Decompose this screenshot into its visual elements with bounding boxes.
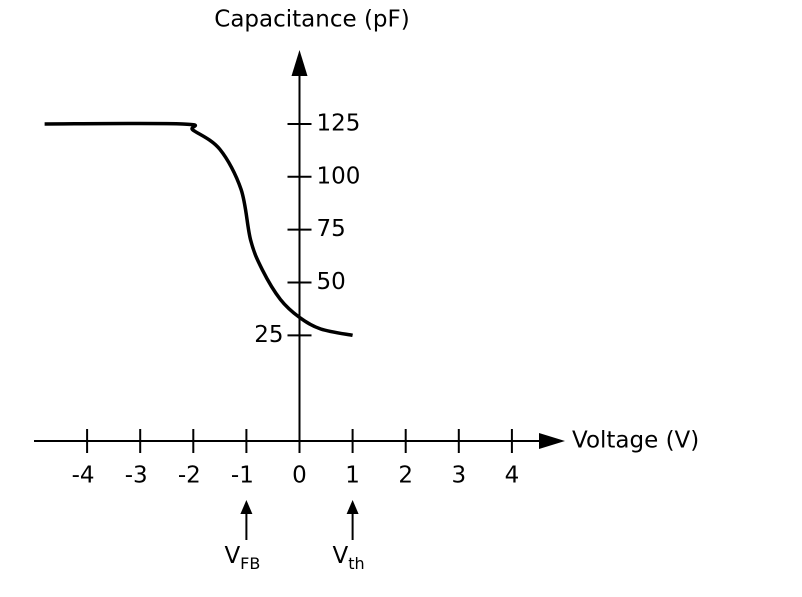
x-tick-label: 0 — [292, 463, 307, 489]
annotation-label: VFB — [224, 543, 260, 573]
annotation-label: Vth — [333, 543, 365, 573]
y-tick-label: 100 — [317, 163, 361, 189]
annotation-arrowhead — [346, 500, 359, 514]
x-tick-label: 1 — [345, 463, 360, 489]
y-axis-label: Capacitance (pF) — [214, 7, 409, 33]
x-tick-label: -2 — [178, 463, 201, 489]
y-tick-label: 25 — [254, 322, 283, 348]
x-tick-label: 3 — [451, 463, 466, 489]
x-tick-label: -4 — [72, 463, 95, 489]
x-tick-label: 4 — [505, 463, 520, 489]
annotation-text: V — [224, 543, 240, 569]
y-tick-label: 75 — [317, 216, 346, 242]
annotation-text: V — [333, 543, 349, 569]
annotation-subscript: th — [348, 554, 364, 573]
x-axis-label: Voltage (V) — [572, 428, 699, 454]
y-tick-label: 125 — [317, 110, 361, 136]
x-tick-label: -1 — [231, 463, 254, 489]
y-axis-arrow — [291, 50, 308, 76]
x-tick-label: -3 — [125, 463, 148, 489]
x-axis-arrow — [539, 433, 565, 449]
y-tick-label: 50 — [317, 269, 346, 295]
x-tick-label: 2 — [398, 463, 413, 489]
annotation-arrowhead — [240, 500, 253, 514]
cv-curve — [44, 121, 353, 338]
annotation-subscript: FB — [240, 554, 260, 573]
